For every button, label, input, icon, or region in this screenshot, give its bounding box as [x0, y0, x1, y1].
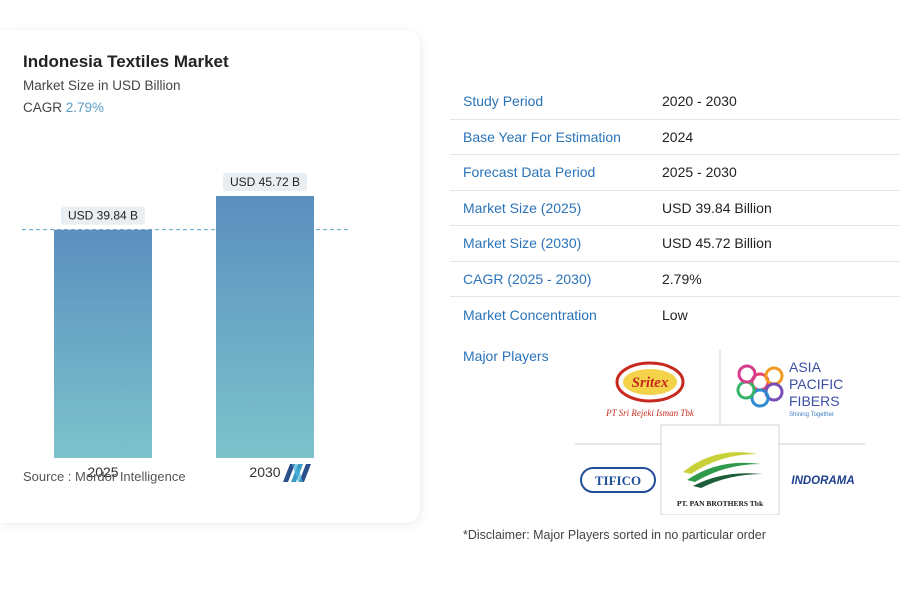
detail-value: USD 45.72 Billion: [662, 235, 772, 252]
detail-row: Market Concentration Low: [450, 297, 900, 333]
apf-tagline: Shining Together: [789, 412, 834, 418]
detail-row: Base Year For Estimation 2024: [450, 120, 900, 155]
detail-value: Low: [662, 306, 688, 323]
detail-row: Study Period 2020 - 2030: [450, 84, 900, 120]
detail-label: CAGR (2025 - 2030): [463, 270, 592, 287]
major-players-logos: Sritex PT Sri Rejeki Isman Tbk ASIA PACI…: [575, 350, 865, 515]
details-table: Study Period 2020 - 2030 Base Year For E…: [450, 84, 900, 333]
sritex-fill-icon: [623, 369, 677, 395]
bar-2025: [54, 229, 152, 458]
detail-value: 2025 - 2030: [662, 164, 737, 181]
data-label-bg: [61, 206, 145, 225]
detail-row: CAGR (2025 - 2030) 2.79%: [450, 262, 900, 297]
apf-line3: FIBERS: [789, 393, 840, 409]
data-label: USD 39.84 B: [68, 209, 138, 223]
tifico-badge-icon: [580, 467, 656, 493]
indorama-mark: INDORAMA: [791, 475, 854, 487]
data-label: USD 45.72 B: [230, 175, 300, 189]
apf-flower-icon: [736, 364, 784, 408]
detail-label: Base Year For Estimation: [463, 128, 621, 145]
sritex-name: PT Sri Rejeki Isman Tbk: [605, 408, 695, 418]
sritex-logo: Sritex PT Sri Rejeki Isman Tbk: [605, 361, 695, 418]
detail-label: Market Size (2025): [463, 199, 582, 216]
detail-value: USD 39.84 Billion: [662, 199, 772, 216]
detail-label: Market Size (2030): [463, 235, 582, 252]
cagr-line: CAGR 2.79%: [23, 100, 104, 115]
mordor-logo-icon: [283, 464, 311, 482]
apf-line1: ASIA: [789, 359, 822, 375]
data-label-bg: [223, 172, 307, 191]
bar-chart: USD 39.84 B 2025 USD 45.72 B 2030: [22, 172, 350, 480]
indorama-logo: INDORAMA: [791, 475, 854, 487]
chart-subtitle: Market Size in USD Billion: [23, 78, 181, 93]
tifico-logo: TIFICO: [580, 467, 656, 493]
chart-title: Indonesia Textiles Market: [23, 52, 229, 71]
detail-value: 2.79%: [662, 270, 702, 287]
apf-line2: PACIFIC: [789, 376, 843, 392]
sritex-mark: Sritex: [632, 375, 669, 391]
major-players-label: Major Players: [463, 348, 549, 364]
panbrothers-logo: PT. PAN BROTHERS Tbk: [677, 452, 764, 508]
bar-2030: [216, 195, 314, 458]
detail-label: Market Concentration: [463, 306, 597, 323]
source-text: Source : Mordor Intelligence: [23, 469, 186, 484]
disclaimer-text: *Disclaimer: Major Players sorted in no …: [463, 528, 766, 542]
detail-value: 2024: [662, 128, 694, 145]
detail-label: Forecast Data Period: [463, 164, 596, 181]
x-tick-label: 2030: [249, 464, 280, 480]
tifico-mark: TIFICO: [595, 473, 641, 488]
cagr-label: CAGR: [23, 100, 63, 115]
detail-row: Forecast Data Period 2025 - 2030: [450, 155, 900, 191]
panbrothers-name: PT. PAN BROTHERS Tbk: [677, 499, 764, 508]
apf-logo: ASIA PACIFIC FIBERS Shining Together: [736, 359, 843, 418]
detail-label: Study Period: [463, 93, 544, 110]
detail-row: Market Size (2030) USD 45.72 Billion: [450, 226, 900, 262]
detail-value: 2020 - 2030: [662, 93, 737, 110]
detail-row: Market Size (2025) USD 39.84 Billion: [450, 191, 900, 226]
x-tick-label: 2025: [87, 464, 118, 480]
panbrothers-swoosh-icon: [683, 452, 757, 474]
cagr-value: 2.79%: [65, 100, 105, 115]
